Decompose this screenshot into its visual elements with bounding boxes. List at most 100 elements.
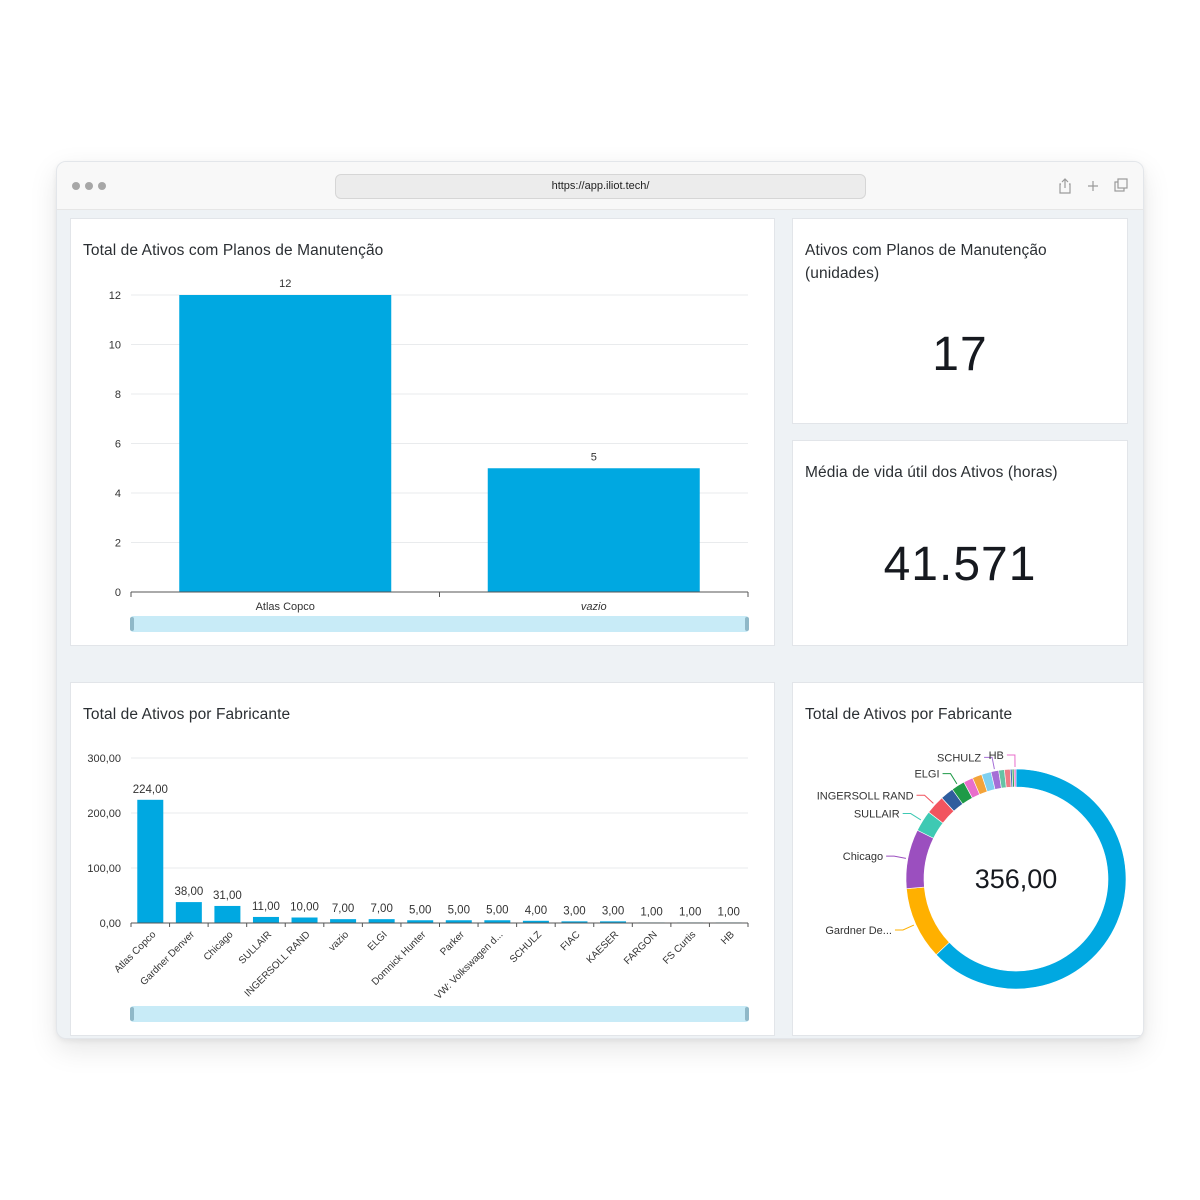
bar-value-label: 7,00 [370, 903, 392, 915]
bar-value-label: 31,00 [213, 890, 242, 902]
bar-value-label: 5,00 [409, 904, 431, 916]
card-title: Total de Ativos com Planos de Manutenção [83, 242, 384, 259]
slice-label: Chicago [843, 851, 883, 863]
y-tick-label: 300,00 [87, 753, 121, 765]
leader-line [894, 924, 915, 931]
x-tick-label: vazio [327, 929, 352, 954]
x-tick-label: VW: Volkswagen d... [433, 929, 506, 1002]
y-tick-label: 200,00 [87, 808, 121, 820]
manufacturer-bar-card: Total de Ativos por Fabricante 224,00 38,… [70, 682, 775, 1036]
scrollbar-handle-right[interactable] [745, 617, 749, 631]
donut-slice[interactable] [1013, 768, 1017, 788]
y-tick-label: 4 [115, 488, 121, 500]
bar-value-label: 10,00 [290, 902, 319, 914]
window-dot[interactable] [72, 182, 80, 190]
y-tick-label: 2 [115, 538, 121, 550]
card-title: Média de vida útil dos Ativos (horas) [805, 464, 1058, 481]
address-bar[interactable]: https://app.iliot.tech/ [335, 174, 866, 199]
bar-value-label: 1,00 [640, 906, 662, 918]
bar[interactable] [445, 920, 472, 923]
manufacturer-donut-card: Total de Ativos por Fabricante Gardner D… [792, 682, 1143, 1036]
share-icon[interactable] [1056, 177, 1074, 195]
x-tick-label: ELGI [366, 929, 390, 953]
bar-value-label: 1,00 [718, 906, 740, 918]
window-controls[interactable] [72, 182, 106, 190]
x-tick-label: INGERSOLL RAND [243, 929, 313, 999]
bar-value-label: 224,00 [133, 784, 168, 796]
bar[interactable] [330, 919, 357, 923]
y-tick-label: 12 [109, 290, 121, 302]
slice-label: SCHULZ [937, 752, 981, 764]
leader-line [984, 756, 995, 770]
slice-label: HB [989, 750, 1004, 762]
maintenance-chart-card: Total de Ativos com Planos de Manutenção… [70, 218, 775, 646]
bar-value-label: 3,00 [563, 905, 585, 917]
y-tick-label: 6 [115, 439, 121, 451]
bar[interactable] [291, 917, 318, 924]
x-tick-label: SULLAIR [237, 929, 274, 966]
donut-slice[interactable] [905, 829, 934, 890]
kpi-value: 41.571 [883, 538, 1037, 591]
x-tick-label: FIAC [559, 929, 583, 953]
card-title: Ativos com Planos de Manutenção (unidade… [805, 242, 1047, 282]
y-tick-label: 100,00 [87, 863, 121, 875]
x-tick-label: vazio [581, 601, 607, 613]
bar[interactable] [407, 920, 434, 923]
window-dot[interactable] [85, 182, 93, 190]
card-title: Total de Ativos por Fabricante [805, 706, 1013, 723]
bar[interactable] [179, 295, 392, 592]
donut-slice[interactable] [935, 768, 1127, 990]
bar[interactable] [600, 921, 627, 923]
chart-scrollbar[interactable] [131, 616, 748, 632]
slice-label: INGERSOLL RAND [817, 790, 914, 802]
browser-window: https://app.iliot.tech/ Total de Ativos … [56, 161, 1144, 1039]
y-tick-label: 0,00 [100, 918, 121, 930]
x-tick-label: Atlas Copco [256, 601, 315, 613]
tabs-icon[interactable] [1112, 177, 1130, 195]
leader-line [902, 813, 922, 821]
maintenance-bar-chart: 12 5 0 2 4 6 8 10 12 Atlas Copco vazio [109, 278, 749, 632]
bar[interactable] [214, 905, 241, 923]
bar[interactable] [368, 919, 395, 923]
bar-value-label: 5,00 [486, 904, 508, 916]
scrollbar-handle-left[interactable] [130, 617, 134, 631]
bar[interactable] [252, 916, 279, 923]
bar-value-label: 7,00 [332, 903, 354, 915]
donut-slice[interactable] [906, 886, 950, 956]
x-tick-label: FS Curtis [661, 929, 698, 966]
bar[interactable] [522, 920, 549, 923]
slice-label: SULLAIR [854, 809, 900, 821]
slice-label: ELGI [914, 769, 939, 781]
leader-line [942, 773, 958, 785]
bar[interactable] [175, 902, 202, 923]
chart-scrollbar[interactable] [131, 1006, 748, 1022]
bar-value-label: 38,00 [174, 886, 203, 898]
bar-value-label: 1,00 [679, 906, 701, 918]
y-tick-label: 0 [115, 587, 121, 599]
x-tick-label: Chicago [202, 929, 236, 963]
x-tick-label: FARGON [622, 929, 660, 967]
donut-center-value: 356,00 [975, 864, 1058, 894]
y-tick-label: 8 [115, 389, 121, 401]
window-dot[interactable] [98, 182, 106, 190]
scrollbar-handle-left[interactable] [130, 1007, 134, 1021]
kpi-life-card: Média de vida útil dos Ativos (horas) 41… [792, 440, 1128, 646]
bar[interactable] [137, 799, 164, 923]
plus-icon[interactable] [1084, 177, 1102, 195]
slice-label: Gardner De... [825, 925, 892, 937]
scrollbar-handle-right[interactable] [745, 1007, 749, 1021]
x-tick-label: HB [719, 929, 737, 947]
kpi-assets-card: Ativos com Planos de Manutenção (unidade… [792, 218, 1128, 424]
bar-value-label: 3,00 [602, 905, 624, 917]
bar[interactable] [487, 468, 700, 592]
bar-value-label: 11,00 [252, 901, 280, 913]
bar[interactable] [484, 920, 511, 923]
bar[interactable] [561, 921, 588, 923]
x-tick-label: KAESER [585, 929, 621, 965]
bar-value-label: 5 [591, 451, 597, 463]
bar-value-label: 12 [279, 278, 291, 290]
manufacturer-donut-chart: Gardner De... Chicago SULLAIR INGERSOLL RAN… [817, 750, 1127, 990]
manufacturer-bar-chart: 224,00 38,00 31,00 11,00 10,00 7,00 7,00 5,00 5,… [87, 753, 749, 1022]
kpi-value: 17 [932, 328, 988, 381]
x-tick-label: Parker [438, 929, 467, 958]
